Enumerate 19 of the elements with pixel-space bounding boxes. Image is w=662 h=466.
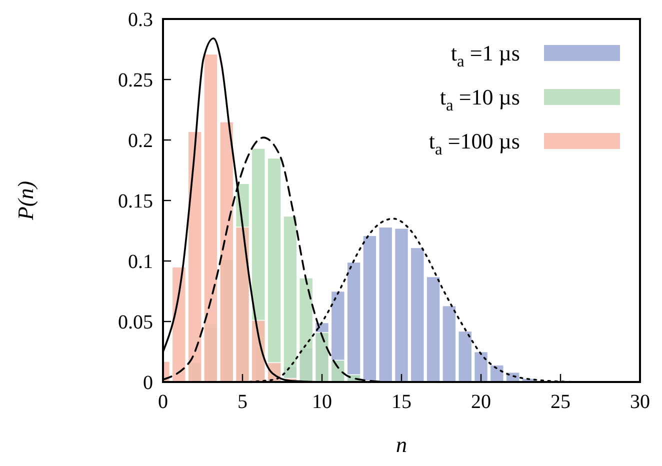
y-tick-label: 0.15 [118, 190, 153, 212]
y-tick-label: 0.2 [128, 130, 153, 152]
x-tick-label: 0 [158, 391, 168, 413]
x-tick-label: 10 [312, 391, 332, 413]
legend-label: t$_{a}$ =100 µs [428, 128, 520, 159]
x-tick-label: 5 [238, 391, 248, 413]
y-tick-label: 0 [143, 372, 153, 394]
legend-label: t$_{a}$ =1 µs [450, 40, 520, 71]
x-tick-label: 20 [471, 391, 491, 413]
legend-label: t$_{a}$ =10 µs [440, 84, 520, 115]
x-axis-title: n [396, 432, 407, 457]
x-tick-label: 30 [630, 391, 650, 413]
y-tick-label: 0.3 [128, 9, 153, 31]
y-tick-label: 0.1 [128, 251, 153, 273]
x-tick-label: 25 [550, 391, 570, 413]
y-tick-label: 0.05 [118, 312, 153, 334]
y-axis-title: P(n) [13, 180, 38, 222]
y-tick-label: 0.25 [118, 70, 153, 92]
x-tick-label: 15 [392, 391, 412, 413]
